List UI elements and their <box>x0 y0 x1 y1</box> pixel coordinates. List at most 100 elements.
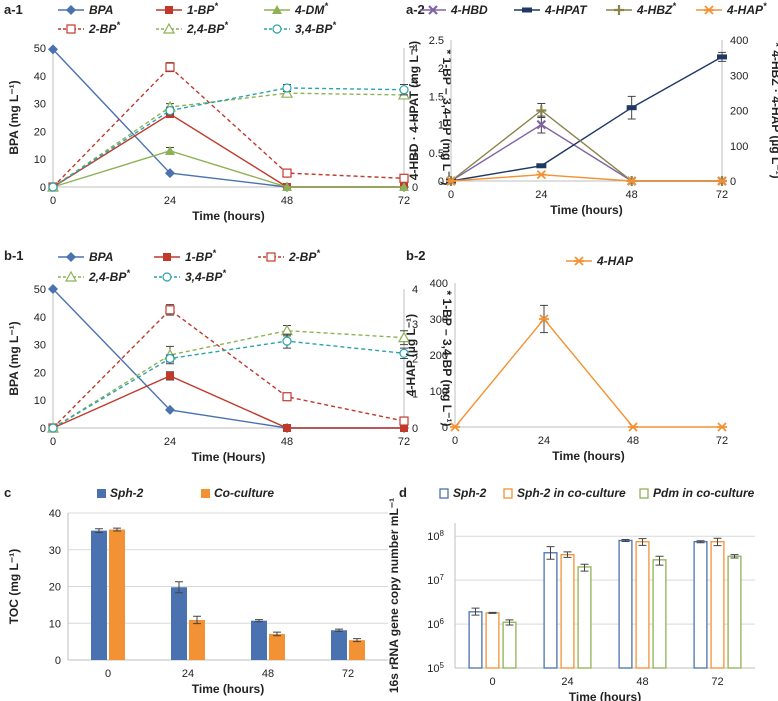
legend-label: 2,4-BP* <box>186 20 228 36</box>
legend-marker <box>522 7 532 13</box>
y-axis-title: 16s rRNA gene copy number mL⁻¹ <box>387 498 401 693</box>
legend-label: Sph-2 <box>453 486 487 500</box>
series-line <box>52 92 405 188</box>
x-tick-label: 0 <box>448 189 454 201</box>
x-tick-label: 72 <box>716 189 728 201</box>
legend-marker <box>162 22 176 34</box>
legend-label: 4-HAP <box>596 254 634 268</box>
series-line <box>52 329 405 429</box>
y-tick-label: 0 <box>40 182 46 194</box>
error-bar <box>505 619 514 626</box>
legend-marker <box>66 252 76 262</box>
data-point <box>399 85 409 95</box>
legend-star: * <box>224 20 228 30</box>
series-Sph-2 <box>91 528 347 660</box>
y-tick-exponent: 5 <box>440 661 445 670</box>
panel-label: d <box>399 485 407 500</box>
error-bar <box>696 540 705 544</box>
y-tick-label: 107 <box>427 573 444 588</box>
series-4-HAP <box>446 170 727 186</box>
y2-tick-label: 3 <box>412 78 418 90</box>
data-point <box>48 284 58 294</box>
x-tick-label: 24 <box>561 676 573 688</box>
bar <box>485 612 500 669</box>
series-line <box>450 109 722 182</box>
y-tick-label: 1.5 <box>429 91 444 103</box>
y-tick-label: 50 <box>34 284 46 296</box>
error-bar <box>113 527 121 532</box>
data-point <box>48 423 58 433</box>
legend-star: * <box>672 1 676 11</box>
series-Sph-2 <box>468 539 708 669</box>
legend-label: 3,4-BP* <box>295 20 336 36</box>
legend-label: 2-BP* <box>88 20 120 36</box>
y-axis-title: BPA (mg L⁻¹) <box>7 321 21 395</box>
legend-marker <box>704 5 714 15</box>
error-bar <box>730 554 739 559</box>
error-bar <box>713 537 722 547</box>
data-point <box>536 163 547 169</box>
y-tick-label: 10 <box>34 154 46 166</box>
y2-axis-title: * 1-BP – 3,4-BP (mg L⁻¹) <box>440 291 454 427</box>
y2-tick-label: 1 <box>412 388 418 400</box>
y-tick-exponent: 7 <box>440 573 445 582</box>
data-point <box>280 86 294 98</box>
y-tick-label: 400 <box>430 278 448 290</box>
y-tick-label: 200 <box>430 350 448 362</box>
legend-swatch <box>97 489 106 498</box>
data-point <box>165 105 175 116</box>
y2-tick-label: 4 <box>412 43 418 55</box>
bar <box>543 552 558 669</box>
data-point <box>280 324 294 336</box>
x-tick-label: 72 <box>711 676 723 688</box>
panel-label: b-2 <box>406 248 426 263</box>
series-Pdm in co-culture <box>502 554 742 669</box>
x-axis-title: Time (hours) <box>552 449 624 463</box>
series-4-DM <box>48 145 409 191</box>
data-point <box>165 62 175 72</box>
series-line <box>52 150 404 188</box>
y-tick-label: 20 <box>34 126 46 138</box>
series-1-BP <box>49 371 408 432</box>
legend-marker <box>614 5 624 15</box>
legend-label: 4-HBZ* <box>636 1 676 17</box>
legend-marker <box>163 253 171 261</box>
y2-tick-label: 0 <box>412 182 418 194</box>
data-point <box>536 105 547 116</box>
error-bar <box>621 539 630 542</box>
y-tick-label: 10 <box>49 618 61 630</box>
bar <box>693 541 708 669</box>
y-tick-label: 10 <box>34 395 46 407</box>
series-line <box>52 66 405 188</box>
error-bar <box>638 538 647 546</box>
data-point <box>282 336 292 346</box>
data-point <box>717 176 727 186</box>
series-line <box>450 173 722 182</box>
y-tick-label: 106 <box>427 617 444 632</box>
y-tick-label: 2.5 <box>429 35 444 47</box>
legend-label: 2,4-BP* <box>88 268 130 284</box>
data-point <box>536 170 547 180</box>
y-tick-label: 20 <box>49 582 61 594</box>
data-point <box>626 105 637 111</box>
legend-label: Sph-2 in co-culture <box>517 486 626 500</box>
y-tick-label: 300 <box>430 314 448 326</box>
data-point <box>397 331 411 343</box>
series-2,4-BP <box>46 324 411 433</box>
series-line <box>52 87 405 188</box>
data-point <box>399 348 409 358</box>
data-point <box>282 83 292 93</box>
y2-tick-label: 300 <box>730 70 748 82</box>
y-tick-label: 0 <box>442 422 448 434</box>
data-point <box>165 168 175 179</box>
data-point <box>450 422 460 432</box>
y-axis-title: 4-HAP (µg L⁻¹) <box>404 314 418 396</box>
y2-tick-label: 200 <box>730 106 748 118</box>
x-axis-title: Time (Hours) <box>192 450 266 464</box>
y-tick-label: 0 <box>40 423 46 435</box>
data-point <box>48 44 58 55</box>
y-tick-label: 40 <box>34 71 46 83</box>
y-tick-label: 100 <box>430 386 448 398</box>
bar <box>189 619 205 660</box>
